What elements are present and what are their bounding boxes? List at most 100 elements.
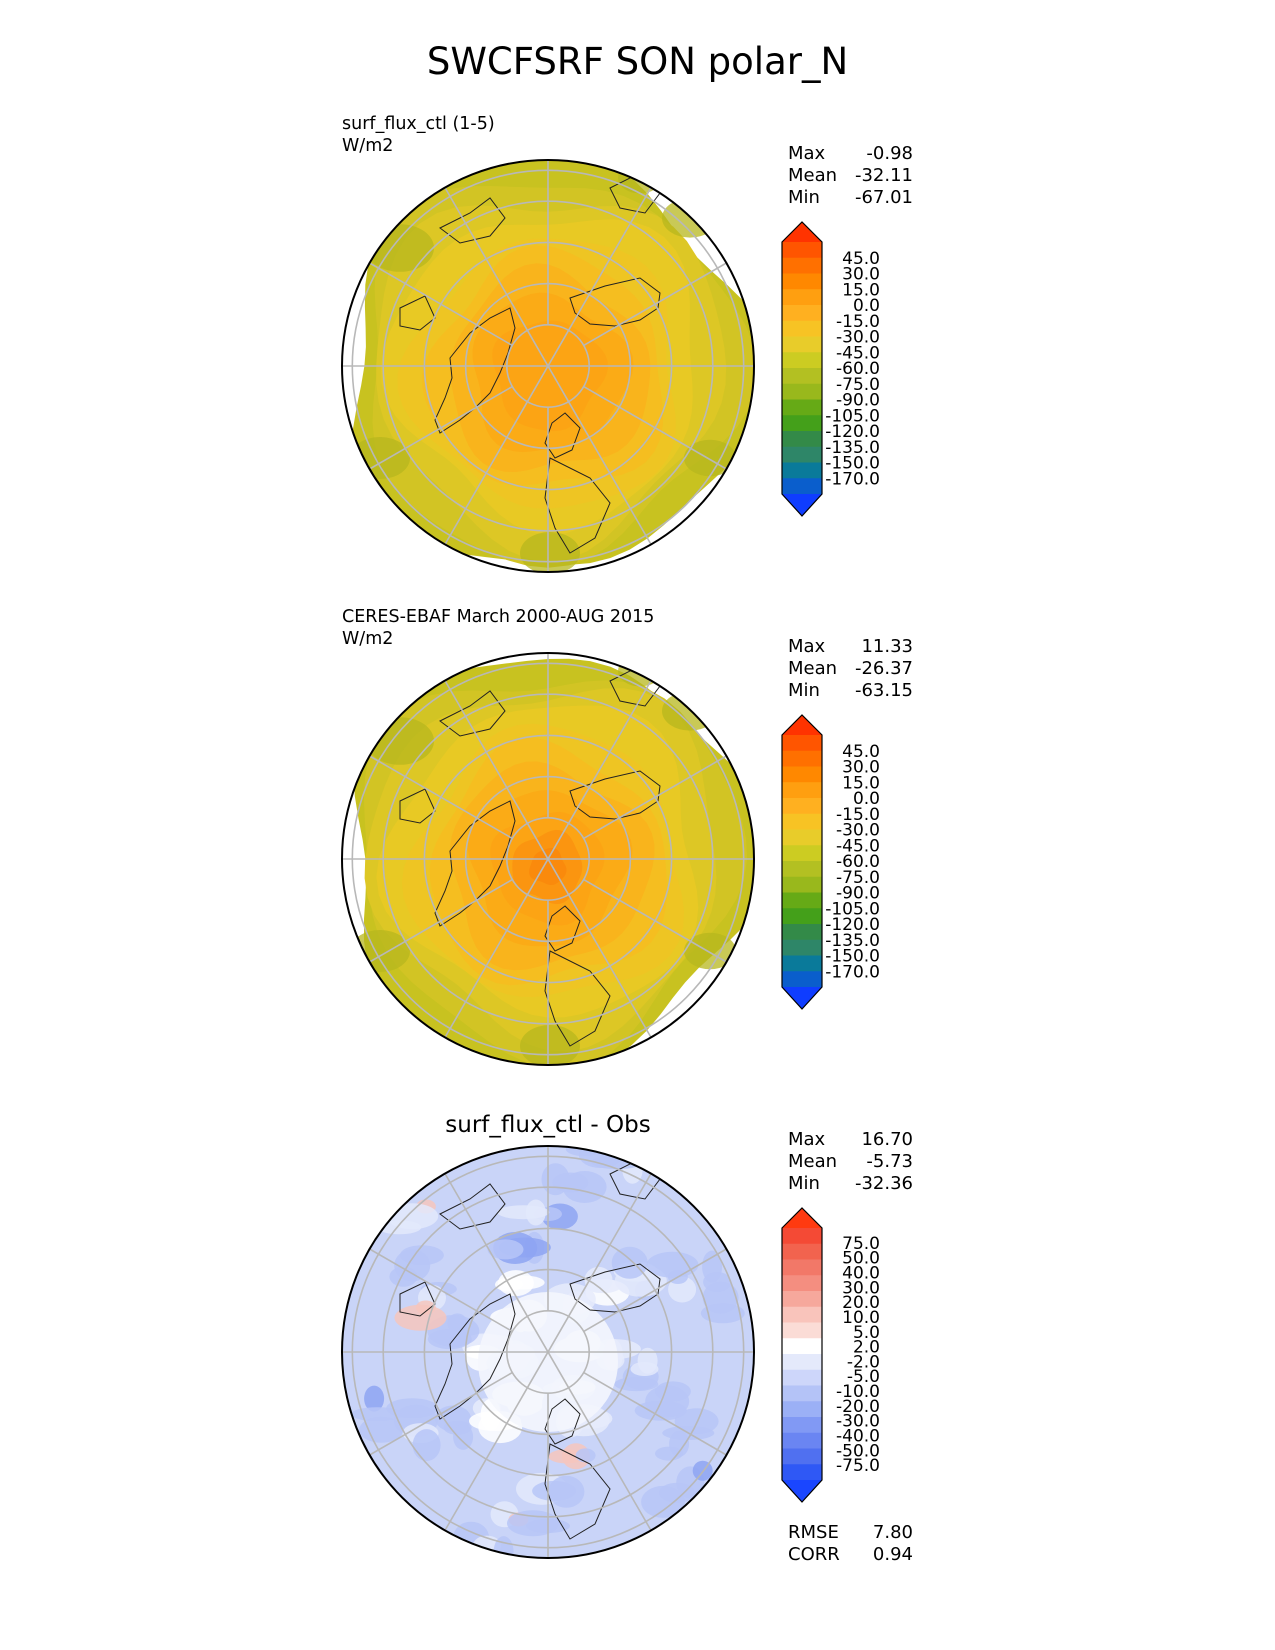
map-meridian [583,878,727,963]
colorbar-tick-label: -30.0 [836,1412,880,1432]
panel-model-stats: Max -0.98 Mean -32.11 Min -67.01 [788,143,913,209]
colorbar-tick-label: 30.0 [842,1278,880,1298]
colorbar-block [782,431,822,448]
stat-label: Min [788,680,820,701]
colorbar-block [782,1354,822,1371]
map-coastline [434,1293,516,1420]
colorbar-tick-label: -15.0 [836,805,880,825]
colorbar-block [782,735,822,752]
map-boundary [341,652,755,1066]
colorbar-tick-label: -40.0 [836,1427,880,1447]
colorbar-outline [781,1207,823,1503]
map-contour-patch [453,1423,474,1450]
map-meridian [369,385,513,470]
colorbar-tick-label: -45.0 [836,343,880,363]
map-meridian [567,1387,652,1531]
map-contour-patch [674,1408,719,1435]
stat-label: Mean [788,165,838,186]
map-contour-patch [366,224,434,272]
colorbar-cap-bottom [782,987,822,1009]
colorbar-block [782,462,822,479]
map-contour-band [492,320,608,432]
colorbar-tick-label: 30.0 [842,265,880,285]
map-meridian [583,755,727,840]
colorbar-block [782,1369,822,1387]
colorbar-tick-label: -135.0 [825,931,880,951]
map-meridian [583,1371,727,1456]
map-graticule [342,1146,754,1558]
panel-obs-stats: Max 11.33 Mean -26.37 Min -63.15 [788,636,913,702]
colorbar-block [782,876,822,894]
stat-value: -0.98 [866,143,913,164]
colorbar-tick-label: -150.0 [825,947,880,967]
stat-label: Max [788,636,826,657]
map-coastline [544,905,581,952]
map-contour-patch [394,1304,447,1331]
map-boundary [341,1145,755,1559]
map-contour-patch [377,1220,422,1235]
map-meridian [567,187,652,331]
panel-model-units: W/m2 [342,136,394,156]
map-contour-patch [654,1381,691,1402]
colorbar-tick-label: -90.0 [836,391,880,411]
map-meridian [567,401,652,545]
map-meridian [369,262,513,347]
map-contour-patch [611,1246,648,1279]
map-meridian [444,401,529,545]
panel-diff-metrics: RMSE 7.80 CORR 0.94 [788,1522,913,1566]
colorbar-cap-top [782,222,822,242]
stat-value: -32.36 [854,1173,913,1194]
map-contour-patch [487,1239,524,1260]
colorbar-block [782,1338,822,1355]
colorbar-block [782,305,822,322]
colorbar-block [782,399,822,416]
colorbar-tick-label: 75.0 [842,1234,880,1254]
colorbar-block [782,446,822,464]
map-coastline [439,1183,506,1230]
colorbar-tick-label: -10.0 [836,1382,880,1402]
colorbar-tick-label: -60.0 [836,359,880,379]
map-coastline [434,307,516,434]
colorbar-tick-label: -150.0 [825,454,880,474]
panel-obs-title: CERES-EBAF March 2000-AUG 2015 [342,607,655,627]
colorbar-cap-bottom [782,1480,822,1502]
colorbar-tick-label: -60.0 [836,852,880,872]
colorbar-tick-label: 15.0 [842,280,880,300]
colorbar-tick-label: 0.0 [853,296,880,316]
map-coastline [544,1443,611,1540]
colorbar-tick-label: -170.0 [825,469,880,489]
colorbar-block [782,1385,822,1402]
colorbar-block [782,1322,822,1339]
map-contour-patch [702,1250,723,1283]
colorbar-block [782,924,822,941]
map-meridian [526,329,570,403]
colorbar-block [782,289,822,306]
map-contour-patch [350,437,410,479]
map-graticule [342,160,754,572]
map-coastline [544,412,581,459]
metric-value: 7.80 [872,1522,913,1543]
colorbar-tick-label: 45.0 [842,249,880,269]
map-meridian [369,1371,513,1456]
colorbar-tick-label: -105.0 [825,406,880,426]
colorbar-block [782,861,822,878]
map-contour-patch [366,717,434,765]
map-meridian [444,894,529,1038]
colorbar-block [782,813,822,831]
colorbar-block [782,242,822,259]
colorbar-cap-bottom [782,494,822,516]
map-contour-patch [359,1416,404,1443]
stat-value: -63.15 [854,680,913,701]
map-coastline [439,690,506,737]
metric-label: CORR [788,1544,840,1565]
map-contour-patch [412,1429,441,1462]
colorbar-tick-label: -120.0 [825,915,880,935]
map-contour-patch [618,655,662,687]
colorbar-tick-label: 30.0 [842,758,880,778]
stat-value: 16.70 [861,1129,913,1150]
stat-value: -5.73 [866,1151,913,1172]
colorbar-block [782,892,822,909]
map-meridian [369,1248,513,1333]
colorbar-block [782,415,822,432]
stat-label: Min [788,187,820,208]
